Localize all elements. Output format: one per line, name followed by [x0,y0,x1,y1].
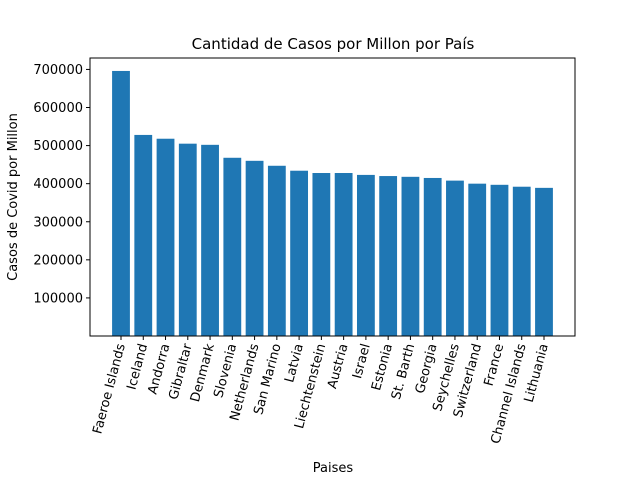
x-tick-label: France [482,342,508,388]
bar-estonia [379,176,398,336]
plot-frame [89,57,576,337]
y-tick-label: 600000 [33,101,83,116]
y-axis: 100000 200000 300000 400000 500000 600000 7000… [33,63,90,306]
bar-seychelles [446,180,464,336]
bar-netherlands [245,160,264,336]
bar-faeroe-islands [112,70,130,336]
y-tick-label: 300000 [33,215,83,230]
y-tick-label: 500000 [33,139,83,154]
bar-channel-islands [512,186,531,336]
bar-san-marino [267,165,286,336]
bar-denmark [201,144,219,336]
bar-liechtenstein [312,173,331,336]
y-tick-label: 400000 [33,177,83,192]
y-tick-label: 200000 [33,253,83,268]
bar-st-barth [401,176,420,336]
bar-lithuania [535,187,553,336]
bar-gibraltar [178,143,197,336]
bar-latvia [290,170,309,336]
x-axis: Faeroe IslandsIcelandAndorraGibraltarDen… [90,336,552,445]
bars-group [112,70,553,336]
bar-austria [334,173,353,336]
bar-slovenia [223,157,242,336]
x-tick-label: Austria [325,342,351,390]
x-tick-label: Latvia [282,342,307,384]
y-axis-label: Casos de Covid por Millon [6,113,21,281]
bar-switzerland [468,183,487,336]
bar-france [490,184,509,336]
bar-israel [356,174,375,336]
bar-georgia [423,177,442,336]
x-tick-label: Faeroe Islands [90,342,129,436]
chart-title: Cantidad de Casos por Millon por País [192,35,475,53]
y-tick-label: 100000 [33,291,83,306]
y-tick-label: 700000 [33,63,83,78]
bar-andorra [156,138,175,336]
x-axis-label: Paises [313,461,354,476]
x-tick-label: Israel [350,342,374,380]
bar-iceland [134,134,153,336]
